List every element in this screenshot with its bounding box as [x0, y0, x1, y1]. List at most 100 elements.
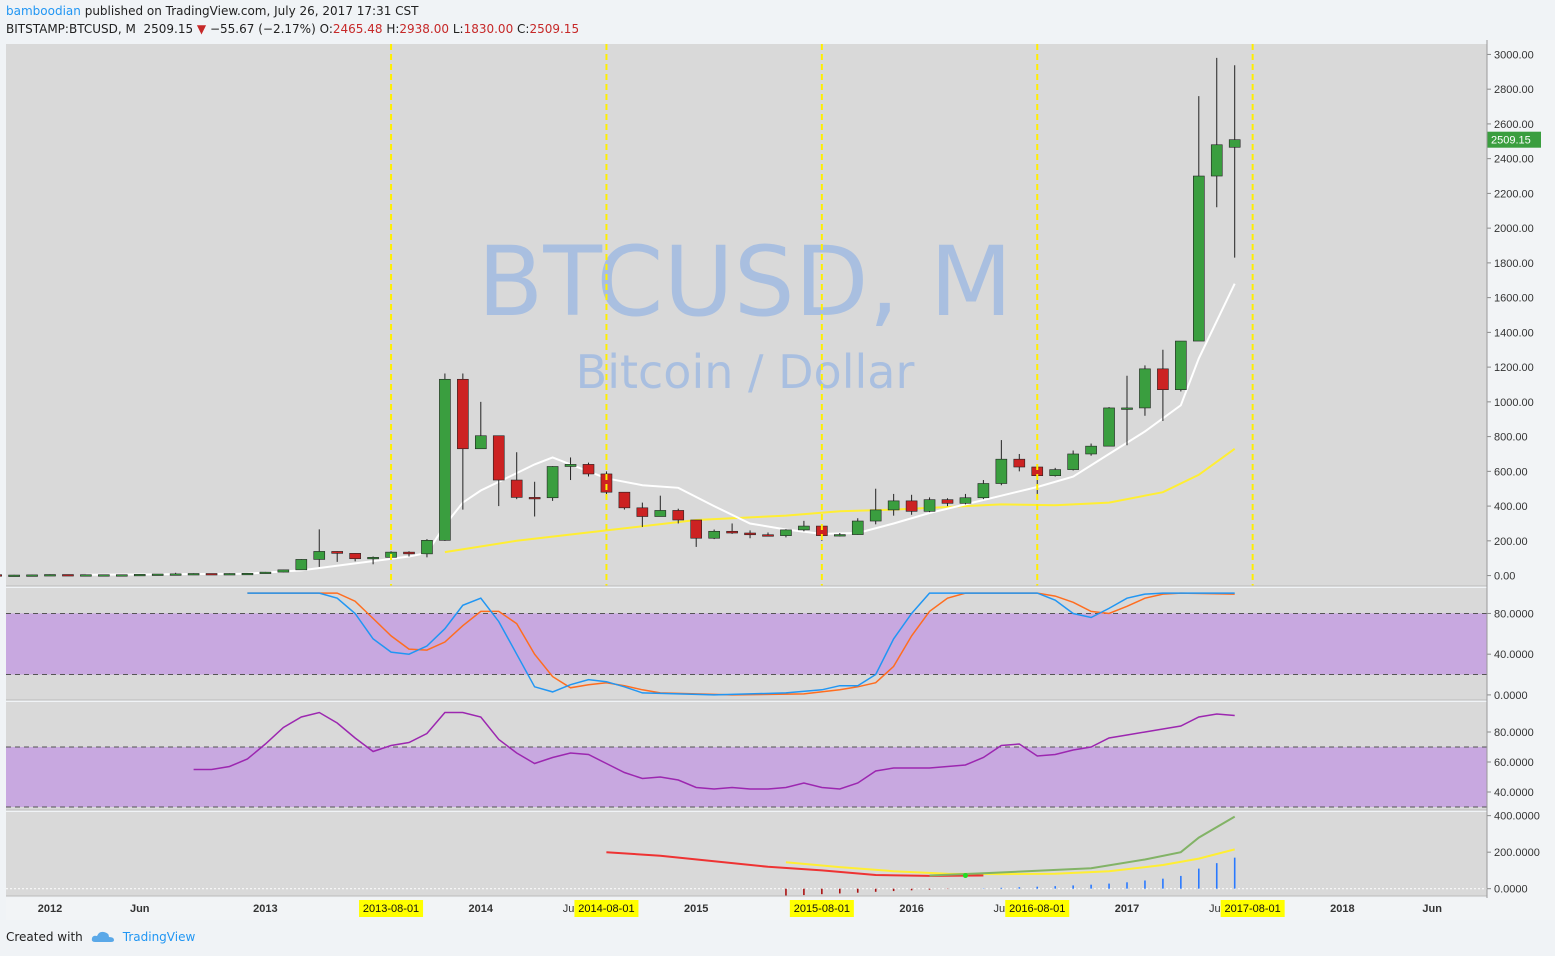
- date-marker-tag: [1005, 900, 1070, 917]
- indicator-axis-label: 200.0000: [1494, 847, 1540, 859]
- time-axis-label: 2015: [684, 903, 708, 915]
- stoch-axis-label: 80.0000: [1494, 608, 1534, 620]
- candle-body: [977, 483, 990, 499]
- candle-body: [44, 574, 56, 577]
- candle-body: [492, 435, 505, 481]
- candle-body: [26, 574, 38, 577]
- low-value: 1830.00: [463, 22, 514, 36]
- time-axis-label: Ju: [1209, 903, 1221, 915]
- publish-info: bamboodian published on TradingView.com,…: [6, 4, 419, 18]
- candle-body: [421, 540, 433, 555]
- tradingview-cloud-icon: [91, 931, 114, 942]
- symbol-info: BITSTAMP:BTCUSD, M 2509.15 ▼ −55.67 (−2.…: [6, 22, 579, 36]
- price-axis-label: 3000.00: [1494, 49, 1534, 61]
- candle-body: [367, 557, 379, 560]
- rsi-axis-label: 80.0000: [1494, 727, 1534, 739]
- high-value: 2938.00: [399, 22, 450, 36]
- tradingview-brand-link[interactable]: TradingView: [122, 930, 196, 944]
- symbol-name: BITSTAMP:BTCUSD, M: [6, 22, 136, 36]
- author-link[interactable]: bamboodian: [6, 4, 81, 18]
- time-axis-label: Jun: [1422, 903, 1442, 915]
- time-axis-label: 2012: [38, 903, 62, 915]
- candle-body: [62, 574, 74, 577]
- candle-body: [564, 464, 577, 467]
- candle-body: [582, 464, 595, 475]
- date-marker-tag: [1220, 900, 1285, 917]
- time-axis-label: 2016: [899, 903, 923, 915]
- candle-body: [0, 574, 2, 577]
- date-marker-tag: [789, 900, 854, 917]
- candle-body: [744, 532, 756, 536]
- candle-body: [959, 497, 972, 504]
- price-axis-label: 2000.00: [1494, 223, 1534, 235]
- price-axis-label: 2200.00: [1494, 188, 1534, 200]
- open-label: O:: [319, 22, 333, 36]
- candle-body: [295, 559, 308, 571]
- time-axis-label: 2013: [253, 903, 277, 915]
- time-axis-label: 2017: [1115, 903, 1139, 915]
- candle-body: [349, 553, 361, 560]
- cross-dot: [962, 873, 968, 879]
- candle-body: [116, 574, 128, 577]
- price-axis-label: 800.00: [1494, 432, 1528, 444]
- candle-body: [618, 491, 631, 509]
- price-axis-label: 400.00: [1494, 501, 1528, 513]
- candle-body: [1228, 139, 1241, 148]
- price-axis-label: 1200.00: [1494, 362, 1534, 374]
- candle-body: [457, 378, 469, 450]
- price-axis-label: 2800.00: [1494, 84, 1534, 96]
- rsi-line: [193, 711, 1235, 790]
- candle-body: [905, 500, 918, 512]
- date-marker-tag-label: 2013-08-01: [363, 903, 419, 915]
- candle-body: [223, 573, 236, 576]
- candle-body: [1067, 453, 1079, 470]
- price-axis-label: 1000.00: [1494, 397, 1534, 409]
- candle-body: [995, 458, 1008, 484]
- candle-body: [1121, 407, 1133, 410]
- price-axis-label: 0.00: [1494, 571, 1515, 583]
- candle-body: [600, 473, 613, 493]
- candle-body: [277, 569, 290, 573]
- candle-body: [439, 378, 451, 541]
- candle-body: [1157, 368, 1169, 390]
- created-with-label: Created with: [6, 930, 83, 944]
- candle-body: [726, 530, 738, 534]
- high-label: H:: [386, 22, 400, 36]
- last-price-tag: [1487, 131, 1541, 148]
- indicator-yellow-line: [785, 848, 1235, 876]
- date-marker-tag: [574, 900, 639, 917]
- time-axis-label: Jun: [130, 903, 150, 915]
- candle-body: [151, 573, 164, 576]
- pane-background: [6, 812, 1487, 896]
- rsi-axis-label: 60.0000: [1494, 757, 1534, 769]
- price-axis-label: 2400.00: [1494, 154, 1534, 166]
- candle-body: [636, 507, 649, 517]
- candle-body: [133, 574, 146, 577]
- candle-body: [887, 500, 900, 511]
- candle-body: [941, 499, 954, 504]
- candle-body: [331, 551, 344, 554]
- price-axis-label: 200.00: [1494, 536, 1528, 548]
- price-change: −55.67 (−2.17%): [209, 22, 316, 36]
- indicator-green-line: [929, 815, 1236, 877]
- candle-body: [1013, 458, 1026, 468]
- candle-body: [1193, 175, 1205, 342]
- candle-body: [510, 479, 523, 498]
- date-marker-tag-label: 2016-08-01: [1009, 903, 1065, 915]
- candle-body: [654, 510, 667, 517]
- indicator-band: [6, 747, 1487, 807]
- chart-canvas[interactable]: BTCUSD, M Bitcoin / Dollar 0.00 200.00 400.0…: [0, 40, 1555, 920]
- candle-body: [313, 551, 326, 560]
- last-price-tag-label: 2509.15: [1491, 135, 1531, 147]
- watermark-symbol: BTCUSD, M: [478, 226, 1013, 338]
- candle-body: [1085, 445, 1097, 455]
- candle-body: [798, 525, 810, 531]
- price-axis-label: 1800.00: [1494, 258, 1534, 270]
- indicator-axis-label: 400.0000: [1494, 811, 1540, 823]
- candle-body: [780, 529, 792, 536]
- close-label: C:: [517, 22, 530, 36]
- candle-body: [762, 534, 774, 537]
- low-label: L:: [452, 22, 464, 36]
- price-axis-background: [1487, 40, 1555, 920]
- price-axis-label: 1400.00: [1494, 327, 1534, 339]
